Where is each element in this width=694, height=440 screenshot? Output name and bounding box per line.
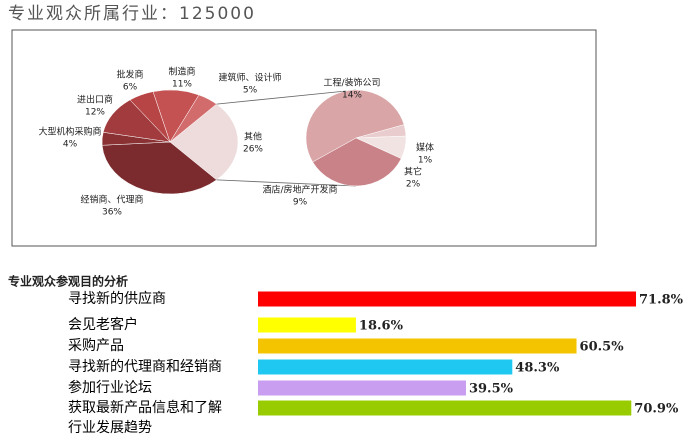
bar bbox=[258, 317, 356, 333]
value-label: 18.6% bbox=[359, 319, 404, 334]
slice-label: 进出口商 bbox=[77, 94, 113, 106]
slice-label: 媒体 bbox=[416, 142, 434, 154]
slice-value: 11% bbox=[172, 80, 192, 90]
category-label: 寻找新的代理商和经销商 bbox=[68, 359, 222, 375]
bar bbox=[258, 291, 637, 307]
slice-label: 大型机构采购商 bbox=[38, 126, 101, 138]
slice-label: 工程/装饰公司 bbox=[323, 77, 380, 89]
slice-value: 2% bbox=[406, 180, 421, 190]
slice-value: 12% bbox=[85, 108, 105, 118]
slice-value: 26% bbox=[243, 145, 263, 155]
pie-slice bbox=[312, 137, 402, 187]
slice-label: 建筑师、设计师 bbox=[218, 72, 281, 84]
slice-label: 其他 bbox=[244, 131, 262, 143]
slice-value: 14% bbox=[342, 91, 362, 101]
slice-value: 36% bbox=[102, 208, 122, 218]
value-label: 39.5% bbox=[469, 382, 514, 397]
pie-slice bbox=[305, 89, 405, 163]
slice-value: 1% bbox=[418, 156, 433, 166]
chart-title: 专业观众参观目的分析 bbox=[8, 274, 128, 289]
bar bbox=[258, 380, 466, 396]
value-label: 70.9% bbox=[634, 402, 679, 417]
chart-frame bbox=[11, 29, 597, 247]
slice-label: 批发商 bbox=[116, 69, 143, 81]
bar bbox=[258, 338, 577, 354]
slice-label: 经销商、代理商 bbox=[80, 194, 143, 206]
category-label: 参加行业论坛 bbox=[68, 380, 152, 396]
bar bbox=[258, 400, 632, 416]
value-label: 60.5% bbox=[580, 340, 625, 355]
slice-value: 4% bbox=[63, 140, 78, 150]
pie-slice bbox=[169, 103, 239, 181]
connector bbox=[216, 89, 357, 105]
slice-value: 5% bbox=[243, 86, 258, 96]
value-label: 71.8% bbox=[639, 293, 684, 308]
slice-label: 酒店/房地产开发商 bbox=[262, 184, 337, 196]
slice-label: 其它 bbox=[404, 166, 422, 178]
pie-slice bbox=[101, 141, 217, 195]
pie-slice bbox=[169, 94, 217, 143]
bar bbox=[258, 359, 513, 375]
chart-title: 专业观众所属行业：125000 bbox=[8, 4, 256, 24]
category-label: 获取最新产品信息和了解行业发展趋势 bbox=[68, 400, 222, 436]
category-label: 寻找新的供应商 bbox=[68, 291, 166, 307]
slice-value: 9% bbox=[293, 198, 308, 208]
connector bbox=[216, 179, 357, 187]
category-label: 采购产品 bbox=[68, 338, 124, 354]
category-label: 会见老客户 bbox=[68, 317, 138, 333]
slice-value: 6% bbox=[123, 83, 138, 93]
value-label: 48.3% bbox=[515, 361, 560, 376]
slice-label: 制造商 bbox=[168, 66, 195, 78]
